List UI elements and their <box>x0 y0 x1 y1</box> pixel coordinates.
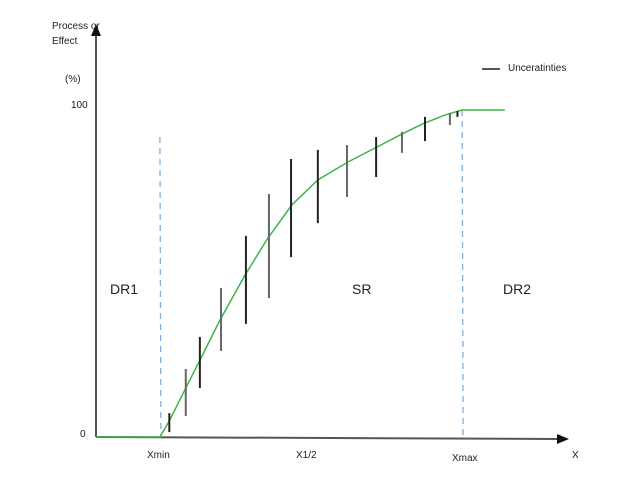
x-axis-arrow-icon <box>557 434 569 444</box>
axes <box>91 24 569 444</box>
x-marker-x-half: X1/2 <box>296 450 317 461</box>
y-tick-label-100: 100 <box>71 100 88 111</box>
legend-label: Unceratinties <box>508 63 566 74</box>
y-axis-label-line1: Process or <box>52 21 100 32</box>
legend: Unceratinties <box>482 63 566 74</box>
y-tick-label-0: 0 <box>80 429 86 440</box>
x-axis <box>95 436 559 440</box>
region-label-dr2: DR2 <box>503 281 531 297</box>
x-marker-xmin: Xmin <box>147 450 170 461</box>
region-label-dr1: DR1 <box>110 281 138 297</box>
y-axis-unit: (%) <box>65 74 81 85</box>
x-axis-label: X <box>572 450 579 461</box>
y-axis-arrow-icon <box>91 24 101 36</box>
series-curve <box>96 109 505 438</box>
boundary-dashed-line <box>461 109 464 438</box>
x-marker-xmax: Xmax <box>452 453 478 464</box>
y-axis-label-line2: Effect <box>52 36 78 47</box>
region-label-sr: SR <box>352 281 371 297</box>
boundary-dashed-line <box>159 136 162 438</box>
